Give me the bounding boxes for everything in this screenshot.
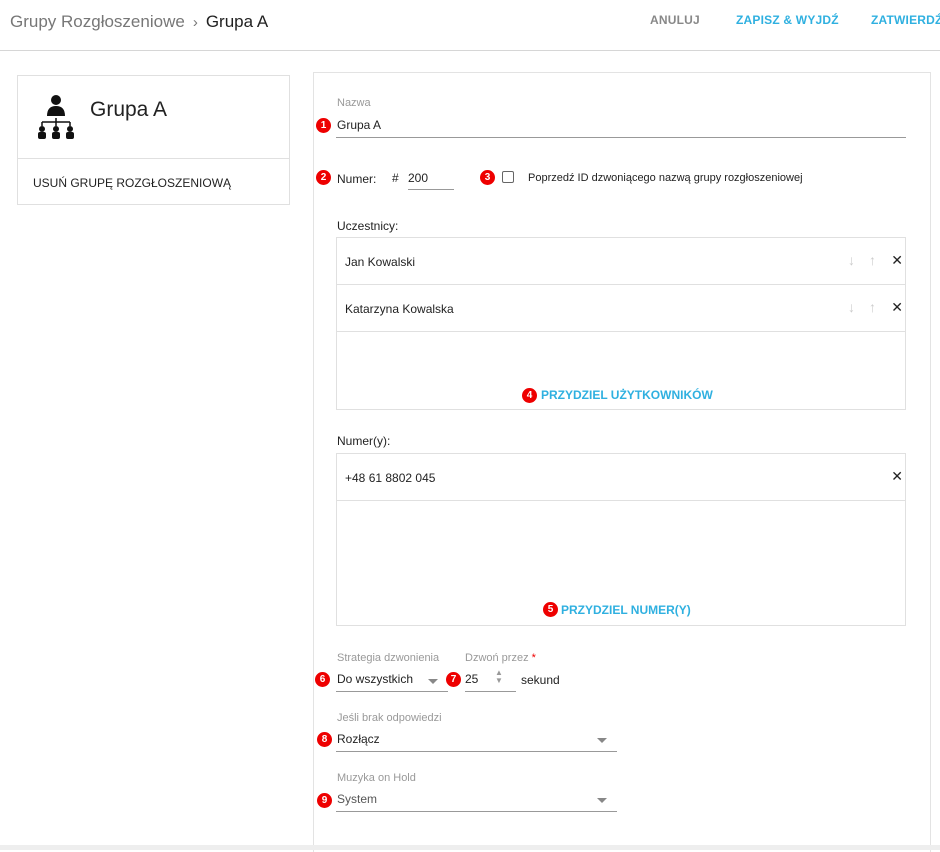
number-input[interactable]: 200: [408, 171, 429, 185]
ring-underline: [465, 691, 516, 692]
card-title: Grupa A: [90, 98, 168, 121]
chevron-down-icon[interactable]: [597, 798, 607, 803]
badge-9: 9: [317, 793, 332, 808]
breadcrumb-parent[interactable]: Grupy Rozgłoszeniowe: [10, 12, 185, 31]
list-item: Katarzyna Kowalska ↓ ↑ ✕: [337, 285, 905, 332]
badge-5: 5: [543, 602, 558, 617]
strategy-label: Strategia dzwonienia: [337, 652, 440, 664]
prefix-checkbox[interactable]: [502, 171, 514, 183]
chevron-down-icon[interactable]: [428, 679, 438, 684]
bottom-bar: [0, 845, 940, 850]
list-item: Jan Kowalski ↓ ↑ ✕: [337, 238, 905, 285]
assign-users-button[interactable]: PRZYDZIEL UŻYTKOWNIKÓW: [541, 388, 713, 402]
participant-name: Jan Kowalski: [345, 255, 416, 269]
group-card: Grupa A USUŃ GRUPĘ ROZGŁOSZENIOWĄ: [17, 75, 290, 205]
spinner-icon[interactable]: ▲ ▼: [495, 668, 503, 685]
badge-7: 7: [446, 672, 461, 687]
badge-2: 2: [316, 170, 331, 185]
strategy-underline: [336, 691, 448, 692]
save-exit-button[interactable]: ZAPISZ & WYJDŹ: [736, 13, 839, 27]
arrow-down-icon[interactable]: ↓: [848, 252, 855, 268]
phone-number: +48 61 8802 045: [345, 471, 436, 485]
chevron-right-icon: ›: [192, 14, 198, 31]
participants-list: Jan Kowalski ↓ ↑ ✕ Katarzyna Kowalska ↓ ↑ ✕: [336, 237, 906, 410]
no-answer-select[interactable]: Rozłącz: [337, 732, 380, 746]
badge-1: 1: [316, 118, 331, 133]
number-underline: [408, 189, 454, 190]
badge-4: 4: [522, 388, 537, 403]
header-bar: [0, 0, 940, 51]
name-label: Nazwa: [337, 97, 371, 109]
arrow-down-icon[interactable]: ↓: [848, 299, 855, 315]
ring-time-input[interactable]: 25: [465, 672, 479, 686]
name-underline: [336, 137, 906, 138]
close-icon[interactable]: ✕: [891, 252, 903, 268]
confirm-button[interactable]: ZATWIERDŹ: [871, 13, 940, 27]
group-hierarchy-icon: [38, 95, 74, 139]
breadcrumb: Grupy Rozgłoszeniowe › Grupa A: [10, 12, 268, 32]
participants-label: Uczestnicy:: [337, 219, 399, 233]
assign-numbers-button[interactable]: PRZYDZIEL NUMER(Y): [561, 603, 691, 617]
form-panel: [313, 72, 931, 852]
numbers-label: Numer(y):: [337, 434, 391, 448]
name-input[interactable]: Grupa A: [337, 118, 382, 132]
list-item: +48 61 8802 045 ✕: [337, 454, 905, 501]
cancel-button[interactable]: ANULUJ: [650, 13, 700, 27]
badge-6: 6: [315, 672, 330, 687]
badge-3: 3: [480, 170, 495, 185]
strategy-select[interactable]: Do wszystkich: [337, 672, 414, 686]
breadcrumb-current: Grupa A: [205, 12, 269, 31]
participant-name: Katarzyna Kowalska: [345, 302, 454, 316]
numbers-list: +48 61 8802 045 ✕: [336, 453, 906, 626]
no-answer-label: Jeśli brak odpowiedzi: [337, 712, 442, 724]
number-label: Numer:: [337, 172, 377, 186]
close-icon[interactable]: ✕: [891, 468, 903, 484]
arrow-up-icon[interactable]: ↑: [869, 252, 876, 268]
ring-label: Dzwoń przez *: [465, 652, 536, 664]
chevron-down-icon[interactable]: [597, 738, 607, 743]
moh-underline: [336, 811, 617, 812]
delete-group-button[interactable]: USUŃ GRUPĘ ROZGŁOSZENIOWĄ: [33, 176, 232, 190]
no-answer-underline: [336, 751, 617, 752]
arrow-up-icon[interactable]: ↑: [869, 299, 876, 315]
moh-select[interactable]: System: [337, 792, 378, 806]
number-prefix: #: [392, 171, 399, 185]
ring-unit: sekund: [521, 673, 560, 687]
moh-label: Muzyka on Hold: [337, 772, 416, 784]
badge-8: 8: [317, 732, 332, 747]
prefix-checkbox-label: Poprzedź ID dzwoniącego nazwą grupy rozg…: [528, 172, 803, 184]
close-icon[interactable]: ✕: [891, 299, 903, 315]
